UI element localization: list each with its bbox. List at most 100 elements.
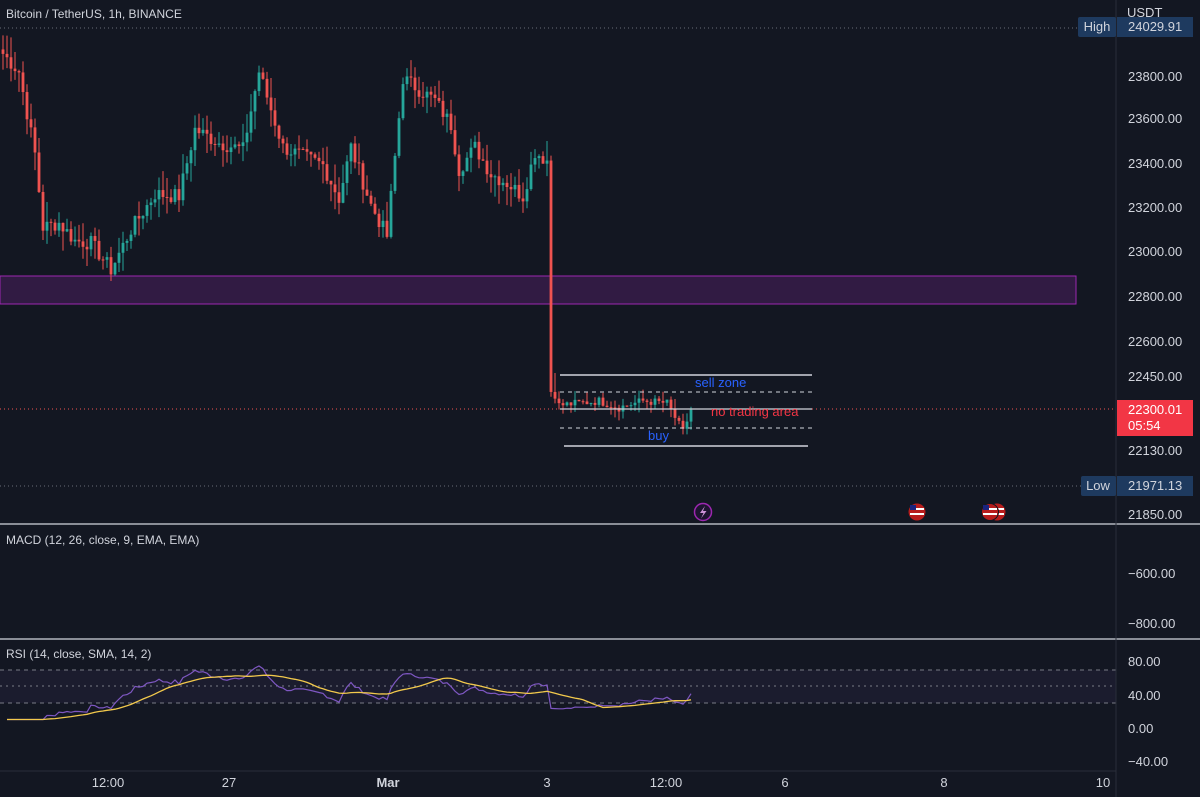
candle-body <box>301 149 305 151</box>
candle-body <box>217 143 221 145</box>
candle-body <box>133 216 137 235</box>
candle-body <box>549 160 553 392</box>
time-axis[interactable]: 12:00 27 Mar 3 12:00 6 8 10 <box>0 770 1116 790</box>
trading-range[interactable]: sell zone no trading area buy <box>560 374 812 447</box>
rsi-title: RSI (14, close, SMA, 14, 2) <box>6 647 151 661</box>
candle-body <box>273 110 277 126</box>
macd-tick: −800.00 <box>1128 616 1175 631</box>
candle-body <box>545 160 549 164</box>
candle-body <box>541 156 545 164</box>
candle-body <box>673 408 677 418</box>
candle-body <box>269 97 273 111</box>
candle-body <box>529 164 533 190</box>
candle-body <box>249 111 253 133</box>
candle-body <box>313 154 317 158</box>
event-icons[interactable] <box>693 502 1006 522</box>
candle-body <box>437 97 441 101</box>
rsi-pane[interactable]: RSI (14, close, SMA, 14, 2) 80.00 40.00 … <box>0 647 1168 769</box>
macd-pane[interactable]: MACD (12, 26, close, 9, EMA, EMA) −600.0… <box>6 533 1175 631</box>
rsi-tick: 40.00 <box>1128 688 1161 703</box>
candle-body <box>93 236 97 241</box>
candle-body <box>441 100 445 117</box>
candle-body <box>553 391 557 399</box>
candle-body <box>289 154 293 156</box>
high-tag <box>1078 17 1116 37</box>
candle-body <box>377 213 381 228</box>
rsi-tick: 80.00 <box>1128 654 1161 669</box>
candle-body <box>161 190 165 197</box>
candle-body <box>445 113 449 117</box>
candle-body <box>125 240 129 243</box>
candle-body <box>389 190 393 237</box>
candle-body <box>485 160 489 175</box>
candle-body <box>565 402 569 406</box>
price-pane[interactable]: sell zone no trading area buy <box>0 7 1116 522</box>
candle-body <box>605 405 609 408</box>
candle-body <box>465 157 469 172</box>
candle-body <box>101 259 105 261</box>
candle-body <box>633 402 637 406</box>
candle-body <box>509 187 513 190</box>
candle-body <box>281 138 285 144</box>
rsi-tick: 0.00 <box>1128 721 1153 736</box>
candle-body <box>417 90 421 97</box>
price-tick: 23400.00 <box>1128 156 1182 171</box>
candle-body <box>449 113 453 131</box>
candle-body <box>385 220 389 237</box>
candle-body <box>453 130 457 155</box>
candle-body <box>97 240 101 260</box>
candle-body <box>637 398 641 403</box>
candle-body <box>153 199 157 203</box>
candle-body <box>665 399 669 403</box>
candle-body <box>361 163 365 190</box>
candle-body <box>25 92 29 120</box>
candle-body <box>5 53 9 58</box>
resistance-zone[interactable] <box>0 275 1077 305</box>
candle-body <box>85 246 89 250</box>
lightning-event-icon[interactable] <box>693 502 713 522</box>
time-tick: 12:00 <box>650 775 683 790</box>
candle-body <box>241 142 245 147</box>
rsi-line <box>7 665 692 721</box>
candle-body <box>469 147 473 158</box>
candle-body <box>77 239 81 242</box>
candle-body <box>497 176 501 186</box>
us-flag-event-icon[interactable] <box>981 503 999 521</box>
candle-body <box>609 407 613 409</box>
candle-body <box>305 149 309 152</box>
rsi-tick: −40.00 <box>1128 754 1168 769</box>
high-value-tag <box>1117 17 1193 37</box>
price-tick: 21850.00 <box>1128 507 1182 522</box>
price-tick: 23000.00 <box>1128 244 1182 259</box>
candle-body <box>57 222 61 231</box>
candle-body <box>461 171 465 176</box>
candle-body <box>345 161 349 183</box>
candle-body <box>589 402 593 405</box>
candle-body <box>213 143 217 145</box>
candle-body <box>185 163 189 174</box>
buy-label: buy <box>648 428 669 443</box>
low-tag-label: Low <box>1086 478 1110 493</box>
candle-body <box>625 405 629 407</box>
candle-body <box>521 198 525 202</box>
candle-body <box>397 118 401 156</box>
candle-body <box>569 402 573 406</box>
candle-body <box>617 407 621 412</box>
currency-label: USDT <box>1127 5 1162 20</box>
price-axis[interactable]: USDT 23800.00 23600.00 23400.00 23200.00… <box>1078 0 1193 797</box>
candle-body <box>285 143 289 155</box>
countdown-value: 05:54 <box>1128 418 1161 433</box>
candle-body <box>349 143 353 162</box>
candle-body <box>309 151 313 155</box>
candle-body <box>277 125 281 139</box>
candle-body <box>169 197 173 202</box>
price-tick: 22800.00 <box>1128 289 1182 304</box>
price-tick: 22130.00 <box>1128 443 1182 458</box>
candle-body <box>181 173 185 201</box>
us-flag-event-icon[interactable] <box>908 503 926 521</box>
candle-body <box>37 152 41 192</box>
candle-body <box>233 144 237 148</box>
candle-body <box>321 161 325 165</box>
candle-body <box>9 57 13 69</box>
